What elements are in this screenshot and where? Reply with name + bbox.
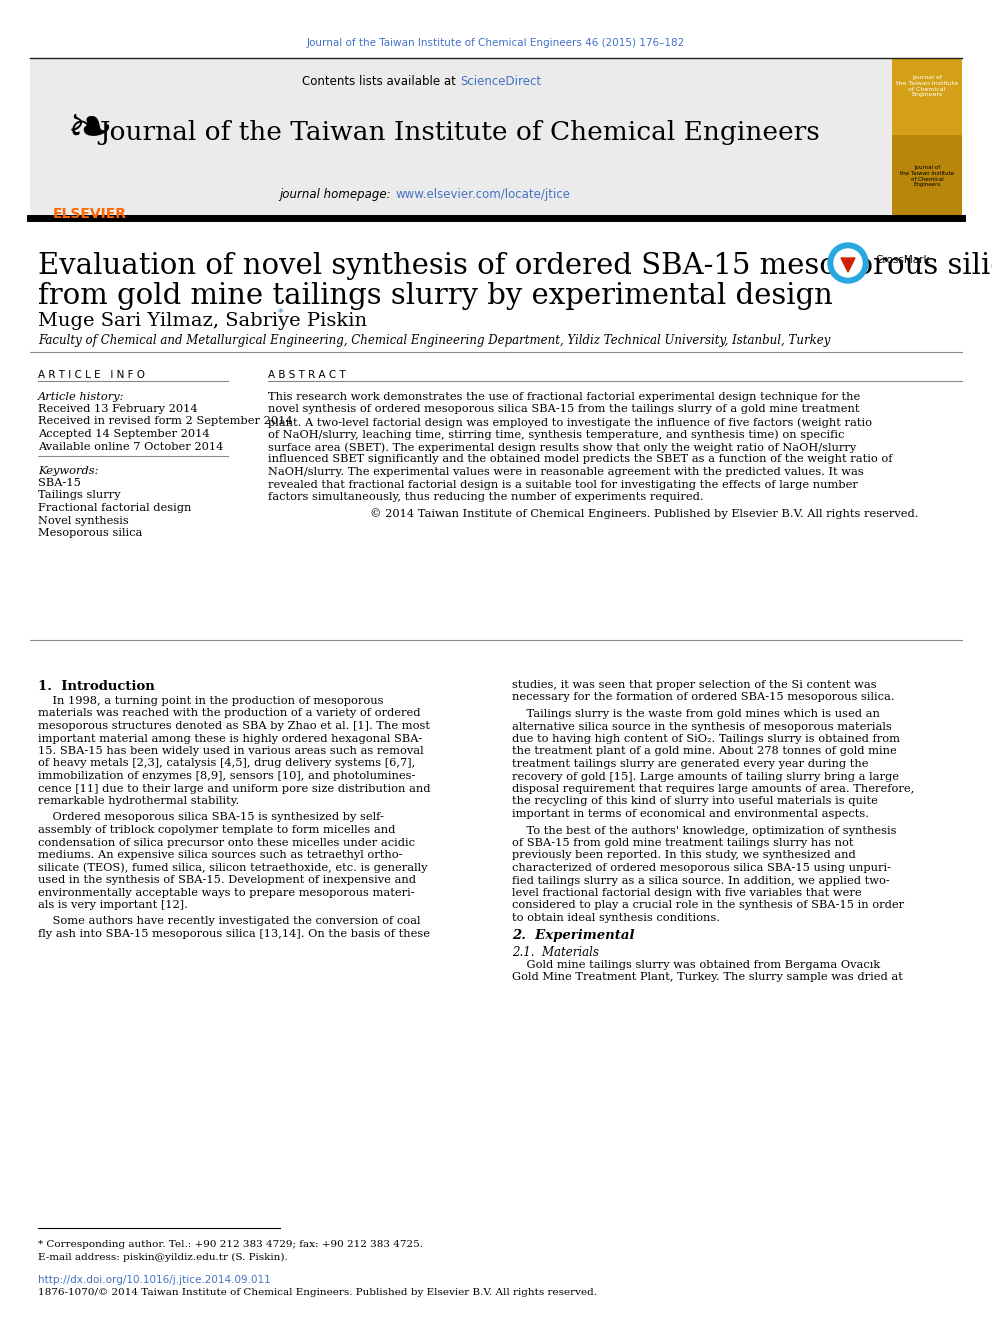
Text: Gold mine tailings slurry was obtained from Bergama Ovacık: Gold mine tailings slurry was obtained f… bbox=[512, 959, 880, 970]
Text: surface area (SBET). The experimental design results show that only the weight r: surface area (SBET). The experimental de… bbox=[268, 442, 856, 452]
Text: used in the synthesis of SBA-15. Development of inexpensive and: used in the synthesis of SBA-15. Develop… bbox=[38, 875, 416, 885]
Text: assembly of triblock copolymer template to form micelles and: assembly of triblock copolymer template … bbox=[38, 826, 396, 835]
Text: treatment tailings slurry are generated every year during the: treatment tailings slurry are generated … bbox=[512, 759, 869, 769]
Circle shape bbox=[828, 243, 868, 283]
Text: silicate (TEOS), fumed silica, silicon tetraethoxide, etc. is generally: silicate (TEOS), fumed silica, silicon t… bbox=[38, 863, 428, 873]
Text: E-mail address: piskin@yildiz.edu.tr (S. Piskin).: E-mail address: piskin@yildiz.edu.tr (S.… bbox=[38, 1253, 288, 1262]
Text: of NaOH/slurry, leaching time, stirring time, synthesis temperature, and synthes: of NaOH/slurry, leaching time, stirring … bbox=[268, 430, 844, 441]
Text: Evaluation of novel synthesis of ordered SBA-15 mesoporous silica: Evaluation of novel synthesis of ordered… bbox=[38, 251, 992, 280]
Text: Ordered mesoporous silica SBA-15 is synthesized by self-: Ordered mesoporous silica SBA-15 is synt… bbox=[38, 812, 384, 823]
Text: Contents lists available at: Contents lists available at bbox=[303, 75, 460, 89]
Text: To the best of the authors' knowledge, optimization of synthesis: To the best of the authors' knowledge, o… bbox=[512, 826, 897, 836]
Text: Received in revised form 2 September 2014: Received in revised form 2 September 201… bbox=[38, 417, 293, 426]
Text: 1876-1070/© 2014 Taiwan Institute of Chemical Engineers. Published by Elsevier B: 1876-1070/© 2014 Taiwan Institute of Che… bbox=[38, 1289, 597, 1297]
Text: Received 13 February 2014: Received 13 February 2014 bbox=[38, 404, 197, 414]
Text: www.elsevier.com/locate/jtice: www.elsevier.com/locate/jtice bbox=[395, 188, 570, 201]
FancyBboxPatch shape bbox=[30, 58, 892, 216]
Text: Faculty of Chemical and Metallurgical Engineering, Chemical Engineering Departme: Faculty of Chemical and Metallurgical En… bbox=[38, 333, 830, 347]
Text: ❧: ❧ bbox=[66, 103, 113, 157]
Text: This research work demonstrates the use of fractional factorial experimental des: This research work demonstrates the use … bbox=[268, 392, 860, 402]
Text: *: * bbox=[278, 308, 284, 318]
Text: Tailings slurry is the waste from gold mines which is used an: Tailings slurry is the waste from gold m… bbox=[512, 709, 880, 718]
Text: the treatment plant of a gold mine. About 278 tonnes of gold mine: the treatment plant of a gold mine. Abou… bbox=[512, 746, 897, 757]
Text: condensation of silica precursor onto these micelles under acidic: condensation of silica precursor onto th… bbox=[38, 837, 415, 848]
Text: 1.  Introduction: 1. Introduction bbox=[38, 680, 155, 693]
Text: level fractional factorial design with five variables that were: level fractional factorial design with f… bbox=[512, 888, 862, 898]
Text: NaOH/slurry. The experimental values were in reasonable agreement with the predi: NaOH/slurry. The experimental values wer… bbox=[268, 467, 864, 478]
Text: In 1998, a turning point in the production of mesoporous: In 1998, a turning point in the producti… bbox=[38, 696, 384, 706]
Text: immobilization of enzymes [8,9], sensors [10], and photolumines-: immobilization of enzymes [8,9], sensors… bbox=[38, 771, 416, 781]
Text: CrossMark: CrossMark bbox=[875, 255, 930, 265]
Text: Mesoporous silica: Mesoporous silica bbox=[38, 528, 143, 538]
Text: Journal of the Taiwan Institute of Chemical Engineers 46 (2015) 176–182: Journal of the Taiwan Institute of Chemi… bbox=[307, 38, 685, 48]
Text: important in terms of economical and environmental aspects.: important in terms of economical and env… bbox=[512, 808, 869, 819]
Text: novel synthesis of ordered mesoporous silica SBA-15 from the tailings slurry of : novel synthesis of ordered mesoporous si… bbox=[268, 405, 859, 414]
Text: Fractional factorial design: Fractional factorial design bbox=[38, 503, 191, 513]
Text: influenced SBET significantly and the obtained model predicts the SBET as a func: influenced SBET significantly and the ob… bbox=[268, 455, 893, 464]
Text: necessary for the formation of ordered SBA-15 mesoporous silica.: necessary for the formation of ordered S… bbox=[512, 692, 895, 703]
Text: remarkable hydrothermal stability.: remarkable hydrothermal stability. bbox=[38, 796, 239, 806]
Text: of heavy metals [2,3], catalysis [4,5], drug delivery systems [6,7],: of heavy metals [2,3], catalysis [4,5], … bbox=[38, 758, 416, 769]
Text: Journal of
the Taiwan Institute
of Chemical
Engineers: Journal of the Taiwan Institute of Chemi… bbox=[896, 75, 958, 98]
Text: Article history:: Article history: bbox=[38, 392, 125, 402]
FancyBboxPatch shape bbox=[892, 58, 962, 216]
Text: cence [11] due to their large and uniform pore size distribution and: cence [11] due to their large and unifor… bbox=[38, 783, 431, 794]
Text: Journal of
the Taiwan Institute
of Chemical
Engineers: Journal of the Taiwan Institute of Chemi… bbox=[900, 165, 954, 188]
Text: important material among these is highly ordered hexagonal SBA-: important material among these is highly… bbox=[38, 733, 423, 744]
Text: Some authors have recently investigated the conversion of coal: Some authors have recently investigated … bbox=[38, 917, 421, 926]
Text: recovery of gold [15]. Large amounts of tailing slurry bring a large: recovery of gold [15]. Large amounts of … bbox=[512, 771, 899, 782]
Text: Novel synthesis: Novel synthesis bbox=[38, 516, 129, 525]
Text: revealed that fractional factorial design is a suitable tool for investigating t: revealed that fractional factorial desig… bbox=[268, 479, 858, 490]
Text: 2.1.  Materials: 2.1. Materials bbox=[512, 946, 599, 958]
Circle shape bbox=[834, 249, 862, 277]
Text: Muge Sari Yilmaz, Sabriye Piskin: Muge Sari Yilmaz, Sabriye Piskin bbox=[38, 312, 367, 329]
Text: A R T I C L E   I N F O: A R T I C L E I N F O bbox=[38, 370, 145, 380]
Text: Keywords:: Keywords: bbox=[38, 466, 98, 476]
Text: Tailings slurry: Tailings slurry bbox=[38, 491, 121, 500]
Text: alternative silica source in the synthesis of mesoporous materials: alternative silica source in the synthes… bbox=[512, 721, 892, 732]
Text: mediums. An expensive silica sources such as tetraethyl ortho-: mediums. An expensive silica sources suc… bbox=[38, 849, 403, 860]
Text: mesoporous structures denoted as SBA by Zhao et al. [1]. The most: mesoporous structures denoted as SBA by … bbox=[38, 721, 430, 732]
Text: Gold Mine Treatment Plant, Turkey. The slurry sample was dried at: Gold Mine Treatment Plant, Turkey. The s… bbox=[512, 972, 903, 982]
Text: Available online 7 October 2014: Available online 7 October 2014 bbox=[38, 442, 223, 451]
Text: to obtain ideal synthesis conditions.: to obtain ideal synthesis conditions. bbox=[512, 913, 720, 923]
Polygon shape bbox=[841, 258, 855, 273]
Text: the recycling of this kind of slurry into useful materials is quite: the recycling of this kind of slurry int… bbox=[512, 796, 878, 807]
Text: from gold mine tailings slurry by experimental design: from gold mine tailings slurry by experi… bbox=[38, 282, 832, 310]
Text: ELSEVIER: ELSEVIER bbox=[53, 206, 127, 221]
Text: 2.  Experimental: 2. Experimental bbox=[512, 930, 635, 942]
Text: als is very important [12].: als is very important [12]. bbox=[38, 900, 187, 910]
Text: ScienceDirect: ScienceDirect bbox=[460, 75, 541, 89]
Text: A B S T R A C T: A B S T R A C T bbox=[268, 370, 346, 380]
Text: Journal of the Taiwan Institute of Chemical Engineers: Journal of the Taiwan Institute of Chemi… bbox=[99, 120, 820, 146]
Text: plant. A two-level factorial design was employed to investigate the influence of: plant. A two-level factorial design was … bbox=[268, 417, 872, 427]
Text: studies, it was seen that proper selection of the Si content was: studies, it was seen that proper selecti… bbox=[512, 680, 877, 691]
Text: previously been reported. In this study, we synthesized and: previously been reported. In this study,… bbox=[512, 851, 856, 860]
Text: fly ash into SBA-15 mesoporous silica [13,14]. On the basis of these: fly ash into SBA-15 mesoporous silica [1… bbox=[38, 929, 430, 939]
Text: SBA-15: SBA-15 bbox=[38, 478, 81, 488]
Text: environmentally acceptable ways to prepare mesoporous materi-: environmentally acceptable ways to prepa… bbox=[38, 888, 415, 897]
Text: of SBA-15 from gold mine treatment tailings slurry has not: of SBA-15 from gold mine treatment taili… bbox=[512, 837, 853, 848]
Text: disposal requirement that requires large amounts of area. Therefore,: disposal requirement that requires large… bbox=[512, 785, 915, 794]
FancyBboxPatch shape bbox=[892, 58, 962, 135]
Text: considered to play a crucial role in the synthesis of SBA-15 in order: considered to play a crucial role in the… bbox=[512, 901, 904, 910]
Text: 15. SBA-15 has been widely used in various areas such as removal: 15. SBA-15 has been widely used in vario… bbox=[38, 746, 424, 755]
Text: Accepted 14 September 2014: Accepted 14 September 2014 bbox=[38, 429, 209, 439]
Text: journal homepage:: journal homepage: bbox=[280, 188, 395, 201]
Text: characterized of ordered mesoporous silica SBA-15 using unpuri-: characterized of ordered mesoporous sili… bbox=[512, 863, 891, 873]
Text: © 2014 Taiwan Institute of Chemical Engineers. Published by Elsevier B.V. All ri: © 2014 Taiwan Institute of Chemical Engi… bbox=[370, 508, 919, 520]
Text: materials was reached with the production of a variety of ordered: materials was reached with the productio… bbox=[38, 709, 421, 718]
Text: factors simultaneously, thus reducing the number of experiments required.: factors simultaneously, thus reducing th… bbox=[268, 492, 703, 501]
Text: due to having high content of SiO₂. Tailings slurry is obtained from: due to having high content of SiO₂. Tail… bbox=[512, 734, 900, 744]
Text: http://dx.doi.org/10.1016/j.jtice.2014.09.011: http://dx.doi.org/10.1016/j.jtice.2014.0… bbox=[38, 1275, 271, 1285]
Text: * Corresponding author. Tel.: +90 212 383 4729; fax: +90 212 383 4725.: * Corresponding author. Tel.: +90 212 38… bbox=[38, 1240, 423, 1249]
Text: fied tailings slurry as a silica source. In addition, we applied two-: fied tailings slurry as a silica source.… bbox=[512, 876, 890, 885]
